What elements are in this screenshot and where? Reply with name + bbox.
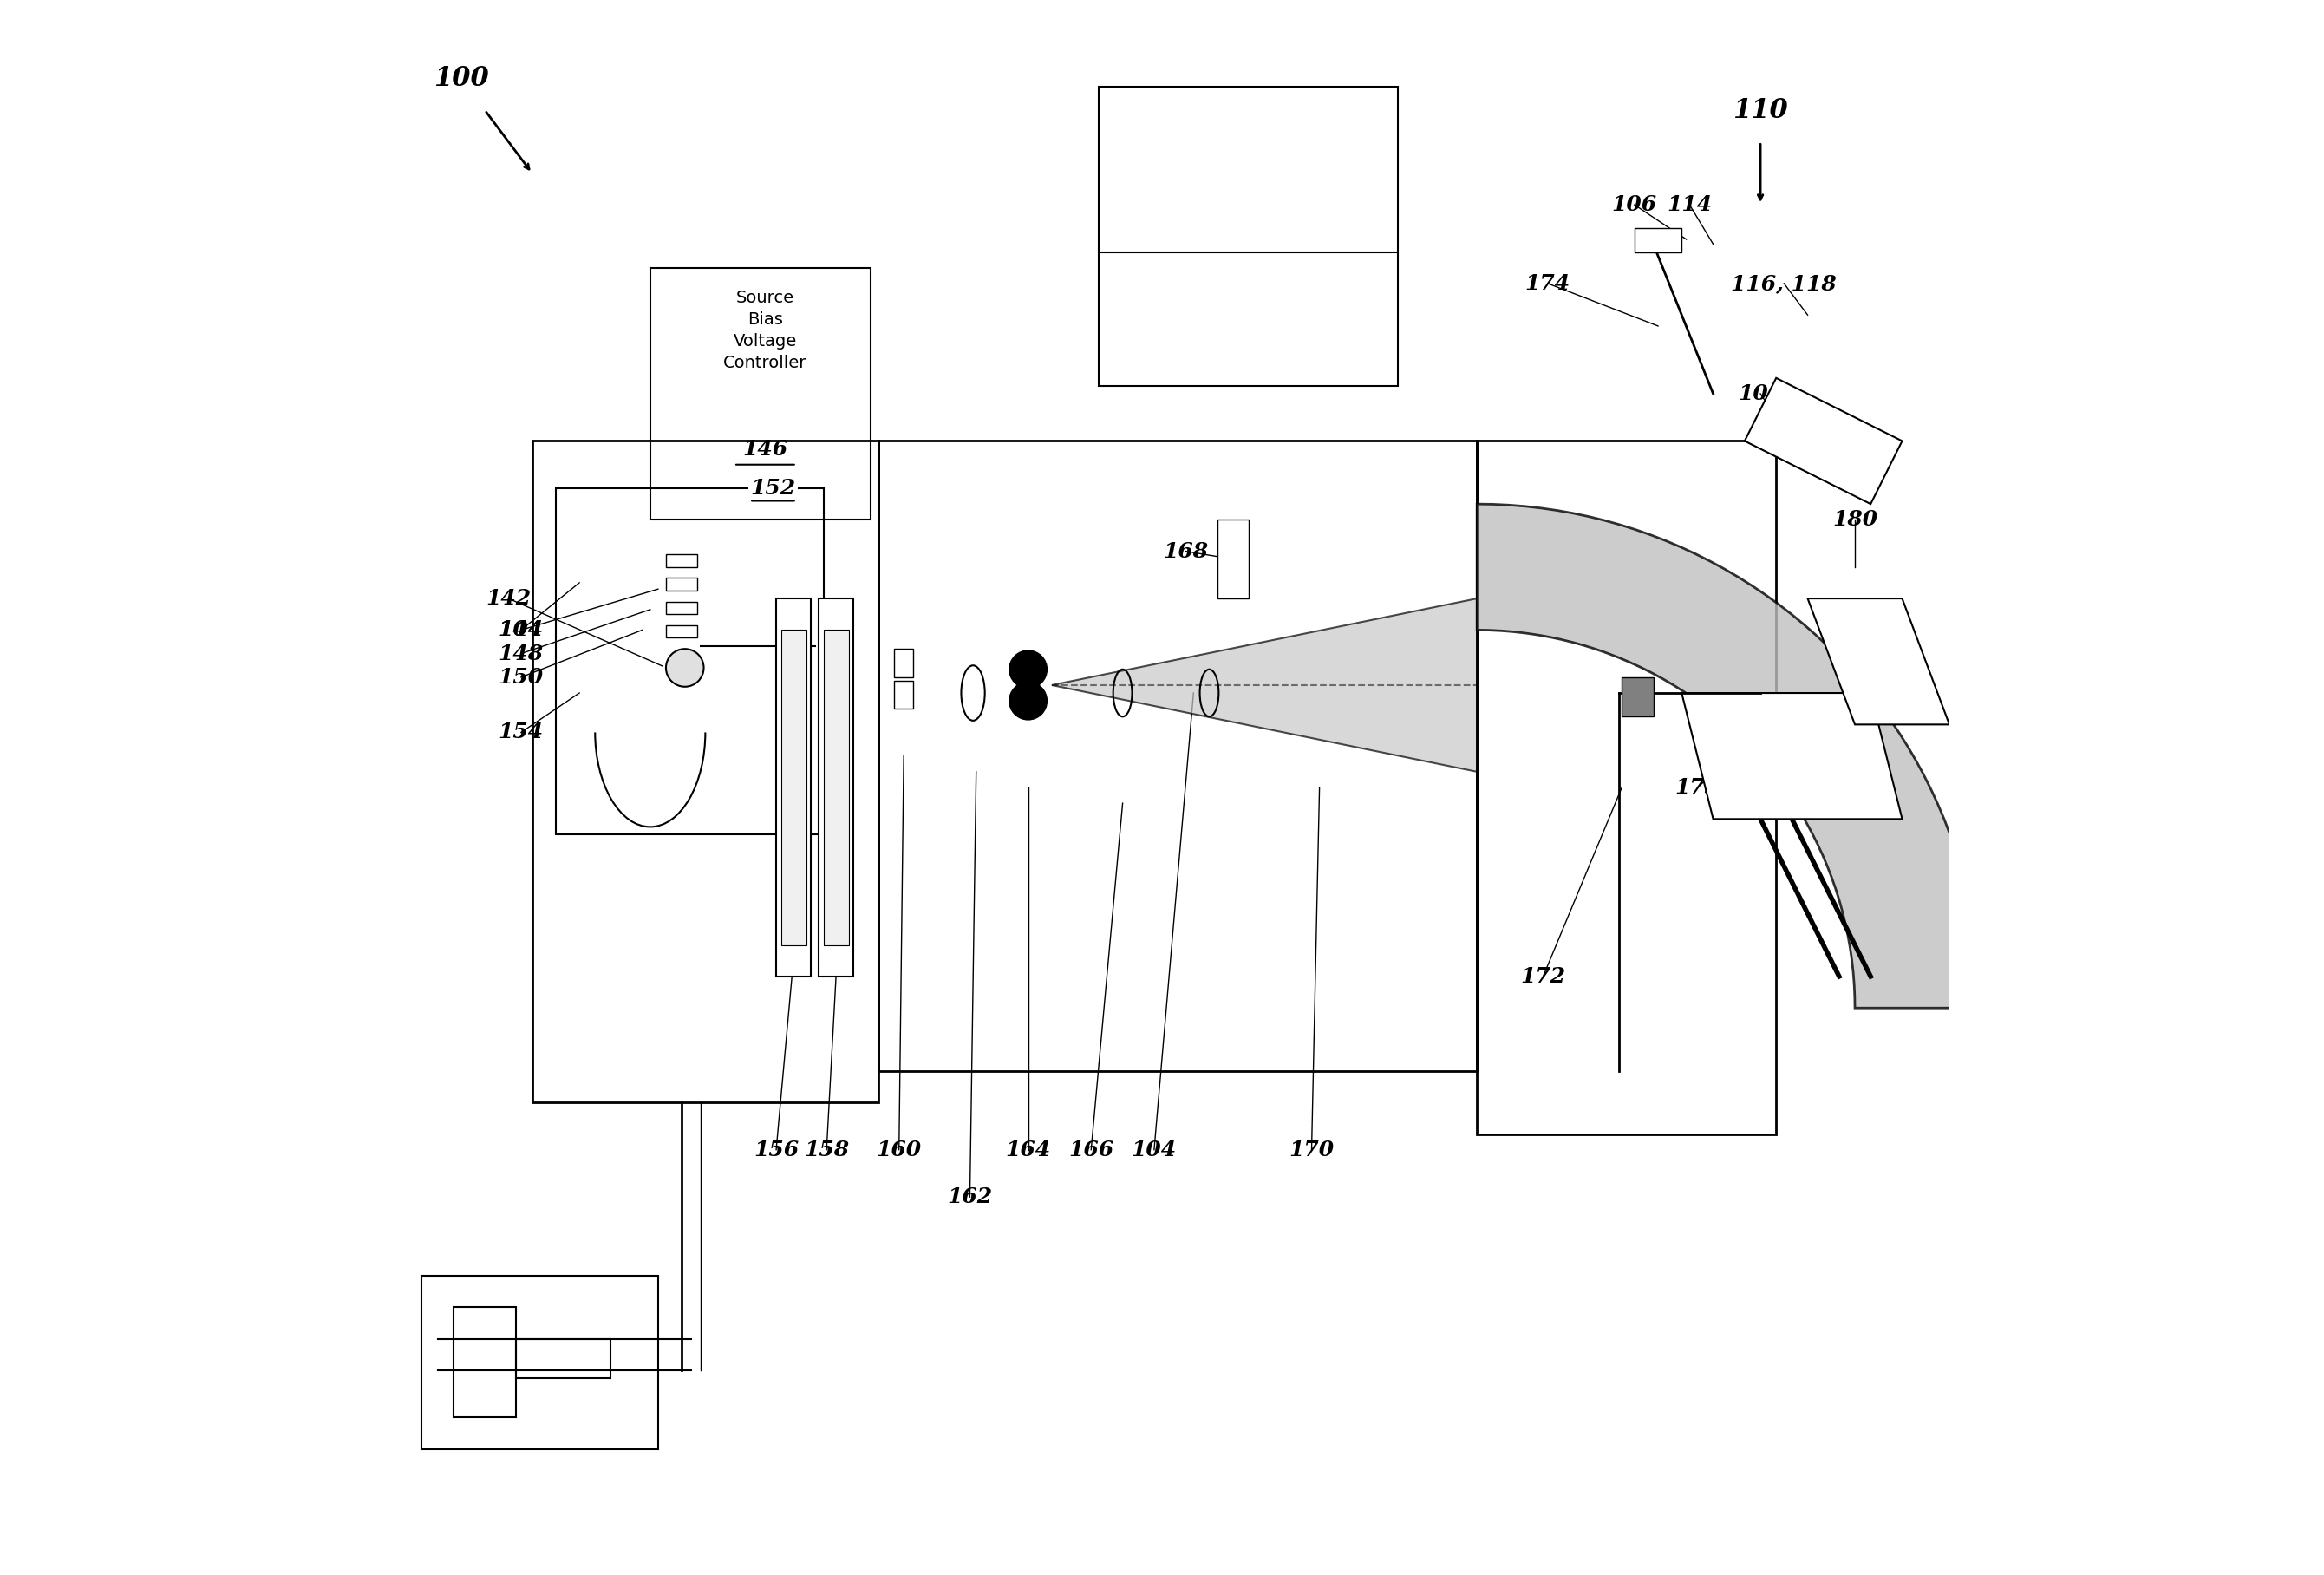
Text: 114: 114 [1666, 194, 1713, 216]
Text: 166: 166 [1069, 1139, 1113, 1161]
Bar [1634, 228, 1683, 252]
Bar [651, 268, 872, 520]
Text: System Controller: System Controller [1174, 173, 1325, 189]
Bar [667, 602, 697, 614]
Text: 154: 154 [497, 721, 544, 743]
Bar [667, 554, 697, 567]
Bar [818, 598, 853, 977]
Bar [1099, 87, 1399, 386]
Bar [895, 649, 913, 677]
Text: 170: 170 [1290, 1139, 1334, 1161]
Polygon shape [1683, 693, 1901, 819]
Text: 104: 104 [1132, 1139, 1176, 1161]
Text: 150: 150 [497, 666, 544, 688]
Bar [667, 625, 697, 638]
Bar [532, 441, 878, 1102]
Text: Tuning System: Tuning System [1188, 291, 1311, 307]
Text: 110: 110 [1734, 96, 1787, 124]
Bar [453, 1307, 516, 1418]
Polygon shape [1053, 598, 1478, 772]
Text: 210: 210 [1227, 351, 1271, 373]
Bar [1478, 441, 1776, 1134]
Text: 158: 158 [804, 1139, 848, 1161]
Text: 173: 173 [1676, 776, 1720, 799]
Bar [1622, 677, 1652, 717]
Text: 156: 156 [753, 1139, 799, 1161]
Circle shape [667, 649, 704, 687]
Circle shape [1009, 682, 1048, 720]
Bar [895, 680, 913, 709]
Bar [823, 630, 848, 945]
Circle shape [1009, 650, 1048, 688]
Bar [423, 1276, 658, 1449]
Text: 120: 120 [1227, 233, 1271, 255]
Text: 164: 164 [1006, 1139, 1050, 1161]
Text: 162: 162 [948, 1186, 992, 1208]
Text: 106: 106 [1613, 194, 1657, 216]
Polygon shape [1745, 378, 1901, 504]
Text: Source
Bias
Voltage
Controller: Source Bias Voltage Controller [723, 290, 806, 372]
Text: 160: 160 [876, 1139, 923, 1161]
Bar [1218, 520, 1248, 598]
Text: 152: 152 [751, 477, 795, 499]
Bar [555, 488, 823, 835]
Text: 146: 146 [744, 438, 788, 460]
Polygon shape [1808, 598, 1950, 725]
Text: 174: 174 [1525, 272, 1571, 295]
Bar [781, 630, 806, 945]
Bar [667, 578, 697, 591]
Polygon shape [1478, 504, 1980, 1008]
Text: 108: 108 [1738, 383, 1783, 405]
Text: 144: 144 [497, 619, 544, 641]
Text: 100: 100 [435, 65, 488, 93]
Bar [776, 598, 811, 977]
Bar [516, 1339, 611, 1378]
Bar [878, 441, 1478, 1071]
Text: 116, 118: 116, 118 [1731, 272, 1836, 295]
Text: 142: 142 [486, 587, 532, 610]
Text: 104: 104 [497, 619, 544, 641]
Text: 180: 180 [1831, 509, 1878, 531]
Text: 148: 148 [497, 643, 544, 665]
Text: 168: 168 [1162, 540, 1208, 562]
Text: 172: 172 [1520, 965, 1566, 988]
